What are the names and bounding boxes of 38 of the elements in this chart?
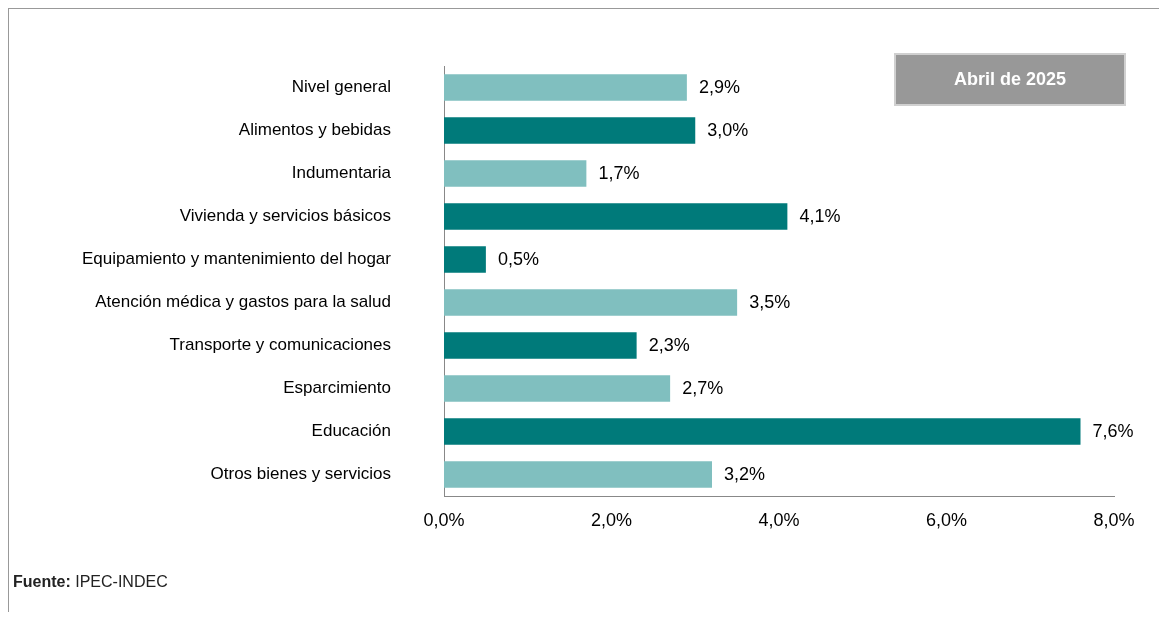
data-label: 2,3%: [648, 335, 690, 356]
y-tick-label: Indumentaria: [291, 163, 392, 183]
x-tick-label: 4,0%: [758, 509, 800, 530]
data-label: 1,7%: [598, 163, 640, 184]
x-tick-label: 2,0%: [590, 509, 633, 530]
data-label: 3,2%: [724, 464, 766, 485]
data-label: 0,5%: [497, 249, 539, 270]
data-label: 3,5%: [749, 292, 791, 313]
bar: [444, 74, 687, 101]
y-tick-label: Equipamiento y mantenimiento del hogar: [81, 249, 392, 269]
y-tick-label: Esparcimiento: [283, 378, 391, 398]
y-tick-label: Alimentos y bebidas: [238, 120, 391, 140]
bar: [444, 418, 1081, 445]
source-note: Fuente: IPEC-INDEC: [13, 573, 168, 590]
data-label: 2,7%: [682, 378, 724, 399]
bar: [444, 375, 671, 402]
y-tick-label: Otros bienes y servicios: [210, 464, 391, 484]
bar: [444, 289, 738, 316]
data-label: 7,6%: [1092, 421, 1134, 442]
bar: [444, 160, 587, 187]
bar: [444, 203, 788, 230]
x-tick-label: 8,0%: [1093, 509, 1135, 530]
data-label: 2,9%: [698, 77, 740, 98]
x-tick-label: 6,0%: [925, 509, 968, 530]
chart-subtitle: Abril de 2025: [953, 69, 1067, 90]
bar: [444, 461, 712, 488]
label-box: Abril de 2025: [894, 53, 1126, 106]
y-tick-label: Transporte y comunicaciones: [169, 335, 391, 355]
y-tick-label: Vivienda y servicios básicos: [179, 206, 391, 226]
data-label: 3,0%: [707, 120, 749, 141]
y-tick-label: Educación: [311, 421, 391, 441]
bar: [444, 246, 486, 273]
x-tick-label: 0,0%: [423, 509, 465, 530]
data-label: 4,1%: [799, 206, 841, 227]
bar: [444, 117, 696, 144]
y-tick-label: Atención médica y gastos para la salud: [95, 292, 391, 312]
y-tick-label: Nivel general: [291, 77, 391, 97]
bar: [444, 332, 637, 359]
